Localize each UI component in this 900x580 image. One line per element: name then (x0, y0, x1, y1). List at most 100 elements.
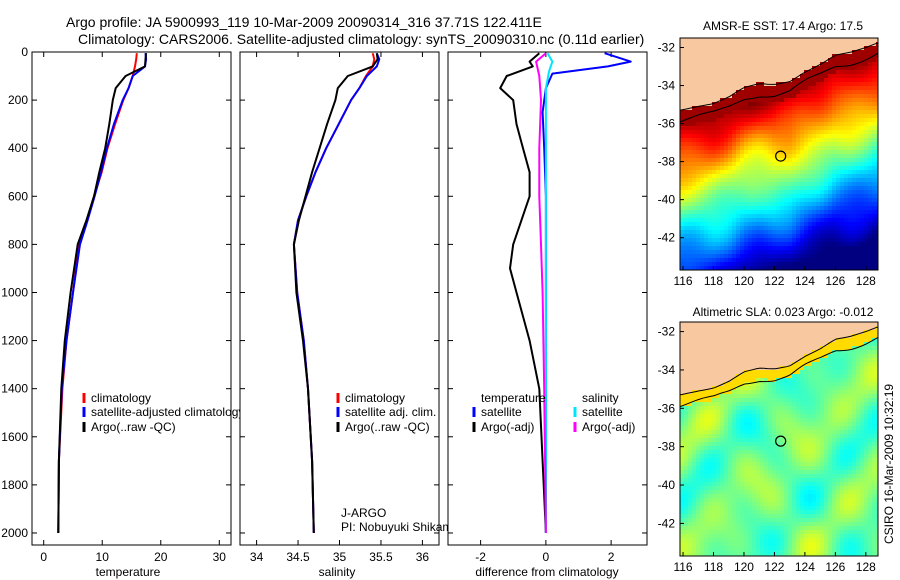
map-cell (800, 466, 805, 471)
map-cell (700, 234, 705, 239)
map-cell (692, 354, 697, 359)
map-cell (728, 138, 733, 143)
map-cell (684, 338, 689, 343)
map-cell (828, 362, 833, 367)
map-cell (684, 46, 689, 51)
map-cell (768, 166, 773, 171)
map-cell (724, 326, 729, 331)
map-cell (772, 254, 777, 259)
map-cell (720, 466, 725, 471)
map-cell (820, 234, 825, 239)
map-cell (768, 190, 773, 195)
map-cell (856, 466, 861, 471)
map-cell (872, 434, 877, 439)
map-cell (684, 138, 689, 143)
map-cell (748, 38, 753, 43)
map-cell (796, 118, 801, 123)
map-cell (856, 118, 861, 123)
map-cell (752, 150, 757, 155)
map-cell (852, 458, 857, 463)
map-cell (740, 430, 745, 435)
map-cell (760, 118, 765, 123)
float-pi: PI: Nobuyuki Shikama (341, 520, 459, 534)
map-cell (848, 62, 853, 67)
map-cell (800, 118, 805, 123)
map-cell (752, 90, 757, 95)
ytick-label: 1000 (1, 285, 28, 299)
map-cell (828, 246, 833, 251)
map-cell (764, 162, 769, 167)
map-cell (740, 422, 745, 427)
map-cell (704, 266, 709, 270)
map-cell (756, 134, 761, 139)
map-cell (772, 406, 777, 411)
map-cell (732, 450, 737, 455)
map-cell (720, 334, 725, 339)
map-cell (812, 234, 817, 239)
map-cell (744, 138, 749, 143)
map-cell (832, 438, 837, 443)
map-cell (808, 226, 813, 231)
map-cell (692, 70, 697, 75)
map-cell (820, 462, 825, 467)
map-cell (824, 50, 829, 55)
map-xtick-label: 116 (673, 274, 692, 288)
map-cell (776, 214, 781, 219)
map-cell (704, 382, 709, 387)
map-cell (860, 222, 865, 227)
map-cell (848, 226, 853, 231)
map-cell (784, 126, 789, 131)
map-cell (680, 354, 685, 359)
map-cell (708, 410, 713, 415)
map-cell (832, 46, 837, 51)
map-cell (716, 186, 721, 191)
map-cell (732, 326, 737, 331)
map-cell (752, 78, 757, 83)
map-cell (860, 238, 865, 243)
map-cell (808, 338, 813, 343)
map-cell (824, 414, 829, 419)
map-cell (696, 214, 701, 219)
map-cell (768, 450, 773, 455)
map-cell (816, 150, 821, 155)
map-cell (680, 426, 685, 431)
map-cell (756, 166, 761, 171)
map-cell (764, 146, 769, 151)
map-cell (684, 110, 689, 115)
legend-diff-1-label: Argo(-adj) (481, 420, 534, 434)
map-cell (852, 410, 857, 415)
map-cell (872, 46, 877, 51)
map-cell (684, 86, 689, 91)
map-cell (824, 370, 829, 375)
map-cell (684, 446, 689, 451)
map-cell (816, 214, 821, 219)
map-cell (844, 182, 849, 187)
map-cell (840, 418, 845, 423)
map-cell (684, 370, 689, 375)
map-cell (772, 394, 777, 399)
map-cell (800, 126, 805, 131)
map-cell (804, 190, 809, 195)
map-cell (836, 250, 841, 255)
map-cell (720, 434, 725, 439)
map-cell (840, 234, 845, 239)
map-cell (848, 258, 853, 263)
map-cell (704, 238, 709, 243)
map-cell (780, 82, 785, 87)
map-cell (808, 322, 813, 327)
map-cell (848, 134, 853, 139)
map-cell (832, 198, 837, 203)
map-cell (688, 450, 693, 455)
map-cell (772, 466, 777, 471)
map-cell (856, 382, 861, 387)
map-cell (808, 402, 813, 407)
map-cell (748, 382, 753, 387)
map-cell (788, 422, 793, 427)
map-cell (776, 174, 781, 179)
map-cell (848, 350, 853, 355)
map-cell (852, 210, 857, 215)
map-cell (804, 422, 809, 427)
map-cell (740, 182, 745, 187)
map-cell (844, 258, 849, 263)
map-cell (844, 130, 849, 135)
